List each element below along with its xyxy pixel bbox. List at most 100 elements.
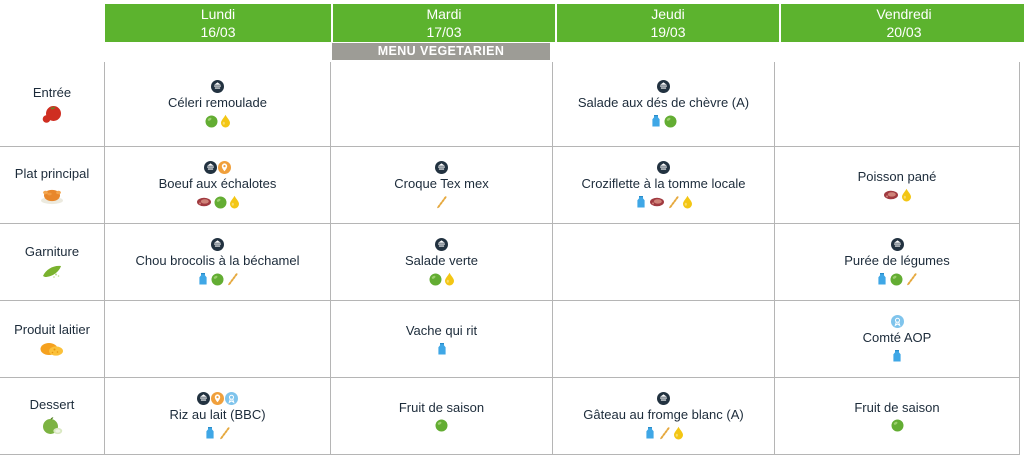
fait-maison-icon [657,161,670,174]
category-label: Plat principal [14,165,90,181]
menu-cell: Vache qui rit [330,300,552,377]
banner-row: MENU VEGETARIEN [0,42,1024,62]
header-row: Lundi 16/03 Mardi 17/03 Jeudi 19/03 Vendredi 20… [0,4,1024,42]
menu-cell: Salade aux dés de chèvre (A) [552,62,774,146]
fait-maison-icon [890,238,904,251]
day-header-mardi: Mardi 17/03 [333,4,555,42]
menu-cell: Gâteau au fromge blanc (A) [552,377,774,455]
dairy-icon [891,349,903,363]
menu-cell: Croziflette à la tomme locale [552,146,774,223]
day-header-vendredi: Vendredi 20/03 [781,4,1024,42]
nutrient-icons [876,272,918,286]
badge-icons [657,392,670,405]
badge-icons [197,392,238,405]
menu-cell: Chou brocolis à la béchamel [104,223,330,300]
nutrient-icons [204,426,231,440]
fruit-vegetable-icon [435,419,448,432]
nutrient-icons [196,195,240,209]
menu-body: Entrée Céleri remoulade Salade aux dés de … [0,62,1024,455]
dish-name: Salade verte [405,253,478,268]
dish-name: Céleri remoulade [168,95,267,110]
dish-name: Boeuf aux échalotes [158,176,277,191]
fruit-vegetable-icon [205,115,218,128]
fait-maison-icon [435,161,448,174]
nutrient-icons [435,195,448,209]
fat-icon [682,195,693,209]
day-date: 17/03 [426,24,462,40]
day-name: Lundi [200,6,236,22]
category-icon-wrap [40,185,64,205]
fat-icon [220,114,231,128]
nutrient-icons [644,426,684,440]
category-label: Entrée [32,84,72,100]
category-icon-wrap [41,104,63,124]
meat-icon [196,196,212,208]
badge-icons [890,238,904,251]
tomato-icon [41,104,63,124]
menu-cell: Céleri remoulade [104,62,330,146]
nutrient-icons [650,114,677,128]
dairy-icon [876,272,888,286]
fat-icon [673,426,684,440]
dairy-icon [197,272,209,286]
menu-cell [552,300,774,377]
category-cell: Entrée [0,62,104,146]
menu-cell: Comté AOP [774,300,1020,377]
fait-maison-icon [211,80,224,93]
dish-name: Riz au lait (BBC) [169,407,266,422]
fat-icon [444,272,455,286]
meat-icon [649,196,665,208]
category-cell: Garniture [0,223,104,300]
day-name: Vendredi [876,6,932,22]
category-cell: Plat principal [0,146,104,223]
cheese-icon [40,341,64,357]
menu-cell: Croque Tex mex [330,146,552,223]
badge-icons [211,238,224,251]
fruit-vegetable-icon [890,273,903,286]
day-header-lundi: Lundi 16/03 [105,4,331,42]
menu-cell [104,300,330,377]
dish-name: Fruit de saison [854,400,940,415]
category-label: Garniture [24,243,80,259]
nutrient-icons [436,342,448,356]
menu-cell [774,62,1020,146]
fait-maison-icon [435,238,448,251]
day-name: Jeudi [651,6,685,22]
day-name: Mardi [426,6,462,22]
fruit-vegetable-icon [664,115,677,128]
menu-row: Entrée Céleri remoulade Salade aux dés de … [0,62,1024,146]
badge-icons [657,80,670,93]
badge-icons [435,238,448,251]
pea-pod-icon [41,263,63,281]
menu-cell: Poisson pané [774,146,1020,223]
category-label: Dessert [29,396,75,412]
nutrient-icons [197,272,239,286]
nutrient-icons [883,188,912,202]
dish-name: Vache qui rit [405,322,478,338]
local-product-icon [211,392,224,405]
fat-icon [901,188,912,202]
cereal-icon [435,195,448,209]
menu-cell: Salade verte [330,223,552,300]
apple-icon [41,416,63,436]
dairy-icon [644,426,656,440]
category-icon-wrap [41,416,63,436]
dairy-icon [650,114,662,128]
fruit-vegetable-icon [891,419,904,432]
menu-row: Garniture Chou brocolis à la béchamel Sala… [0,223,1024,300]
cereal-icon [218,426,231,440]
cereal-icon [658,426,671,440]
category-icon-wrap [41,263,63,281]
fait-maison-icon [211,238,224,251]
local-product-icon [218,161,231,174]
fait-maison-icon [204,161,217,174]
category-icon-wrap [40,341,64,357]
menu-cell: Boeuf aux échalotes [104,146,330,223]
menu-cell: Fruit de saison [330,377,552,455]
dish-name: Croque Tex mex [394,176,489,191]
nutrient-icons [435,419,448,432]
nutrient-icons [205,114,231,128]
badge-icons [204,161,231,174]
category-cell: Produit laitier [0,300,104,377]
roast-chicken-icon [40,185,64,205]
